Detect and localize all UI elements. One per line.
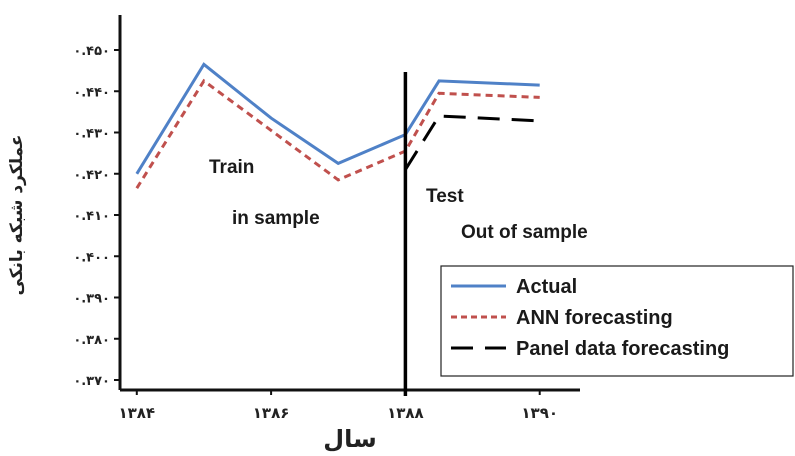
y-tick-label: ۰.۳۸۰ — [73, 333, 110, 348]
annotation-in-sample: in sample — [232, 208, 320, 229]
x-axis-label: سال — [323, 425, 376, 453]
legend-label-0: Actual — [516, 276, 577, 298]
legend-box — [440, 265, 794, 377]
annotation-out-of-sample: Out of sample — [461, 222, 588, 243]
y-tick-label: ۰.۴۳۰ — [73, 127, 110, 142]
x-tick-label: ۱۳۸۶ — [253, 404, 290, 422]
annotation-test: Test — [426, 186, 464, 207]
legend-label-1: ANN forecasting — [516, 307, 673, 329]
y-tick-label: ۰.۳۹۰ — [73, 292, 110, 307]
y-tick-label: ۰.۴۵۰ — [73, 44, 110, 59]
legend-label-2: Panel data forecasting — [516, 338, 729, 360]
legend: Actual ANN forecasting Panel data forecast… — [440, 265, 794, 377]
y-tick-label: ۰.۴۴۰ — [73, 85, 110, 100]
series-lines — [135, 62, 540, 189]
y-tick-label: ۰.۴۱۰ — [73, 209, 110, 224]
series-line-0 — [135, 62, 540, 175]
y-ticks: ۰.۴۵۰ ۰.۴۴۰ ۰.۴۳۰ ۰.۴۲۰ ۰.۴۱۰ ۰.۴۰۰ ۰.۳۹۰ ۰.۳۸۰… — [73, 44, 120, 389]
y-tick-label: ۰.۳۷۰ — [73, 374, 110, 389]
annotation-train: Train — [209, 157, 254, 178]
x-ticks: ۱۳۸۴ ۱۳۸۶ ۱۳۸۸ ۱۳۹۰ — [118, 390, 558, 422]
series-line-2 — [404, 114, 540, 171]
y-axis-label: عملکرد شبکه بانکی — [7, 134, 27, 295]
x-tick-label: ۱۳۸۸ — [387, 404, 424, 422]
axes — [118, 15, 580, 392]
y-tick-label: ۰.۴۰۰ — [73, 250, 110, 265]
series-line-1 — [135, 78, 540, 189]
y-tick-label: ۰.۴۲۰ — [73, 168, 110, 183]
x-tick-label: ۱۳۸۴ — [118, 404, 155, 422]
x-tick-label: ۱۳۹۰ — [521, 404, 558, 422]
